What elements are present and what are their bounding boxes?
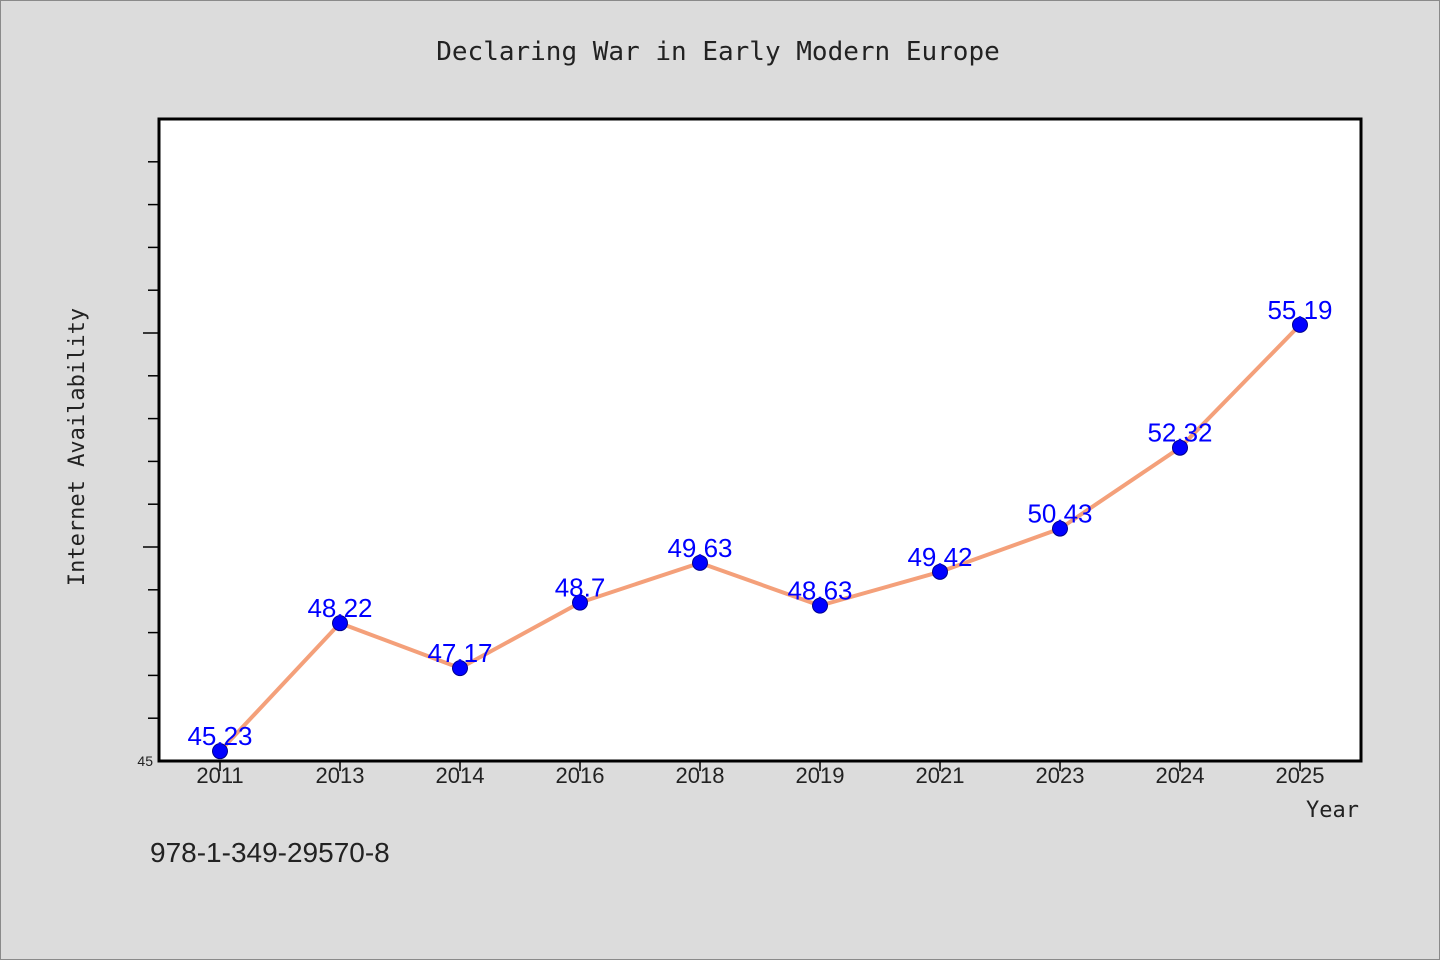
- data-markers-layer: [212, 316, 1308, 760]
- data-label: 47.17: [427, 638, 492, 668]
- data-label: 48.22: [307, 593, 372, 623]
- plot-area: [157, 117, 1363, 763]
- data-label: 49.63: [667, 533, 732, 563]
- series-line: [218, 322, 1302, 754]
- data-point: [692, 554, 708, 571]
- data-labels-layer: 45.23 48.22 47.17 48.7 49.63 48.63 49.42 50.43 5…: [187, 295, 1332, 751]
- chart-title: Declaring War in Early Modern Europe: [436, 37, 1000, 67]
- data-label: 52.32: [1147, 418, 1212, 448]
- x-tick-label: 2023: [1036, 763, 1085, 788]
- y-axis-min-label: 45: [137, 753, 153, 769]
- data-label: 48.7: [555, 573, 606, 603]
- y-axis-ticks: [143, 161, 159, 719]
- data-point: [332, 615, 348, 632]
- x-tick-label: 2014: [436, 763, 485, 788]
- series-line-layer: [218, 322, 1302, 754]
- x-tick-label: 2021: [916, 763, 965, 788]
- x-tick-label: 2011: [196, 763, 243, 788]
- data-label: 55.19: [1267, 295, 1332, 325]
- data-label: 50.43: [1027, 499, 1092, 529]
- x-tick-label: 2019: [796, 763, 845, 788]
- x-tick-label: 2025: [1276, 763, 1325, 788]
- data-point: [1292, 316, 1308, 333]
- data-point: [932, 563, 948, 580]
- data-label: 45.23: [187, 721, 252, 751]
- x-tick-label: 2016: [556, 763, 605, 788]
- data-label: 49.42: [907, 542, 972, 572]
- x-tick-label: 2018: [676, 763, 725, 788]
- data-point: [1052, 520, 1068, 537]
- data-point: [572, 594, 588, 611]
- data-label: 48.63: [787, 576, 852, 606]
- isbn-text: 978-1-349-29570-8: [150, 837, 390, 868]
- x-axis-ticks: 2011 2013 2014 2016 2018 2019 2021 2023 2024 2025: [196, 761, 1324, 788]
- x-axis-label: Year: [1306, 798, 1359, 823]
- x-tick-label: 2013: [316, 763, 365, 788]
- data-point: [1172, 439, 1188, 456]
- data-point: [212, 743, 228, 760]
- data-point: [812, 597, 828, 614]
- x-tick-label: 2024: [1156, 763, 1205, 788]
- y-axis-label: Internet Availability: [65, 308, 90, 586]
- data-point: [452, 660, 468, 677]
